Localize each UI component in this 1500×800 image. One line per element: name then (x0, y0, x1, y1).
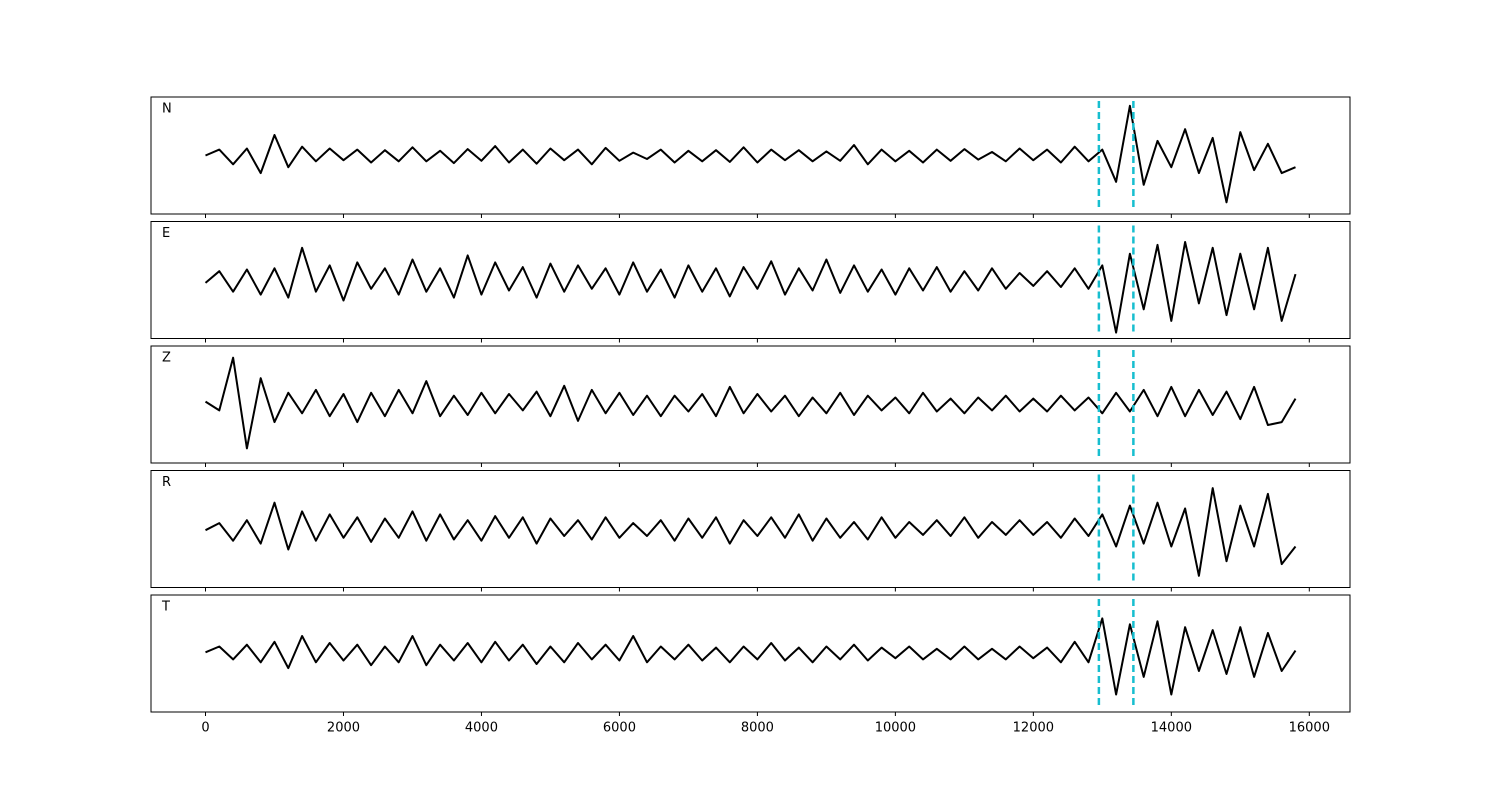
x-tick-label: 2000 (327, 721, 360, 736)
x-tick-label: 4000 (465, 721, 498, 736)
x-tick-label: 6000 (603, 721, 636, 736)
trace (204, 356, 1297, 450)
panel-frame (150, 221, 1351, 339)
x-tick-label: 16000 (1289, 721, 1330, 736)
trace (205, 487, 1297, 577)
x-tick-label: 10000 (875, 721, 916, 736)
panel-label: Z (162, 351, 171, 366)
panel-label: E (162, 226, 170, 241)
x-tick-label: 8000 (741, 721, 774, 736)
x-tick-label: 14000 (1151, 721, 1192, 736)
panel-label: R (162, 475, 171, 490)
trace (205, 104, 1296, 204)
panel-label: T (161, 600, 170, 615)
panel-frame (150, 594, 1351, 713)
x-tick-label: 0 (201, 721, 209, 736)
x-tick-label: 12000 (1013, 721, 1054, 736)
panel-frame (150, 470, 1351, 588)
panel-label: N (162, 102, 172, 117)
panel-frame (150, 96, 1351, 215)
panel-frame (150, 345, 1351, 464)
trace (204, 241, 1297, 334)
trace (205, 617, 1297, 696)
